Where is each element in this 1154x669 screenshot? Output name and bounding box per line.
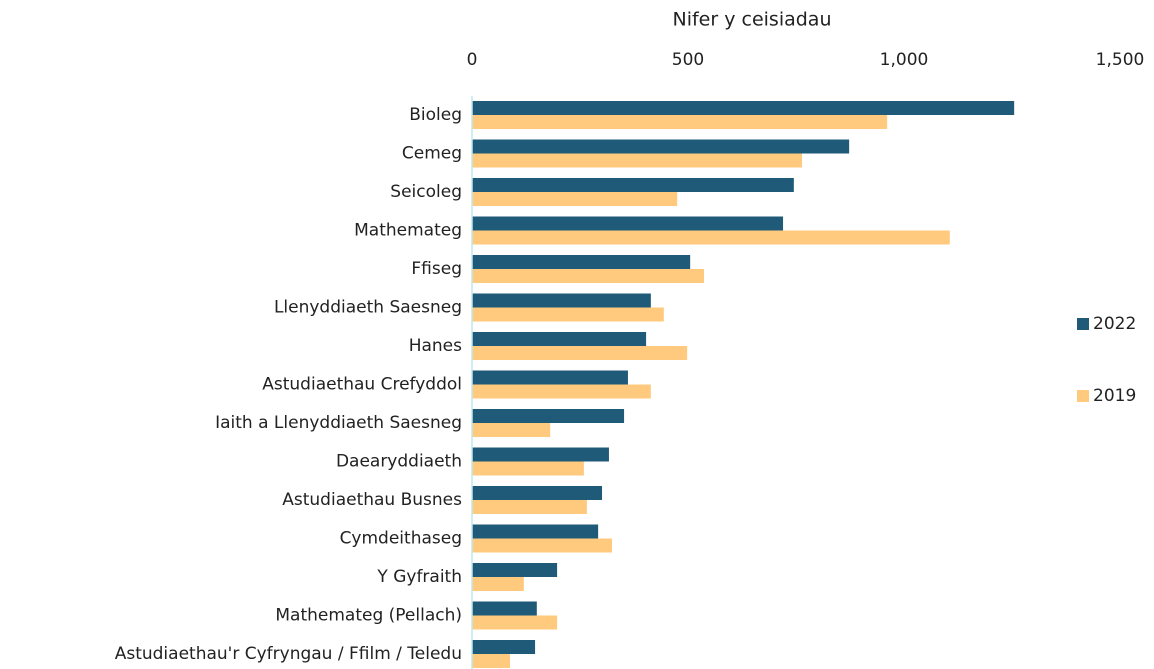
bar [472, 307, 664, 322]
bar [472, 601, 537, 616]
axis-title: Nifer y ceisiadau [673, 9, 832, 31]
y-tick-label: Hanes [409, 336, 462, 356]
y-tick-label: Bioleg [409, 105, 462, 125]
y-tick-label: Mathemateg [354, 221, 462, 241]
bar [472, 346, 688, 360]
legend-swatch [1077, 390, 1089, 402]
bar [472, 486, 603, 500]
bar [472, 178, 794, 192]
legend-swatch [1077, 318, 1089, 330]
y-tick-label: Llenyddiaeth Saesneg [274, 298, 462, 318]
bar [472, 524, 599, 539]
bar [472, 577, 524, 591]
bar [472, 332, 647, 346]
bar [472, 192, 678, 206]
bar [472, 153, 803, 168]
y-tick-label: Astudiaethau Busnes [282, 490, 462, 510]
bar [472, 384, 651, 399]
bar [472, 654, 511, 668]
y-tick-label: Y Gyfraith [376, 567, 462, 587]
bar [472, 640, 536, 654]
bar [472, 500, 587, 514]
x-tick-label: 1,500 [1096, 50, 1145, 70]
bar [472, 461, 584, 476]
bar [472, 115, 888, 129]
bar [472, 447, 609, 462]
bar [472, 538, 612, 553]
bar [472, 230, 950, 245]
y-tick-label: Daearyddiaeth [336, 452, 462, 472]
bar [472, 563, 558, 577]
y-tick-label: Iaith a Llenyddiaeth Saesneg [215, 413, 462, 433]
bar [472, 615, 558, 630]
x-tick-label: 0 [467, 50, 478, 70]
x-tick-label: 500 [672, 50, 704, 70]
legend-label: 2022 [1093, 314, 1136, 334]
y-tick-label: Cemeg [402, 144, 462, 164]
x-tick-label: 1,000 [880, 50, 929, 70]
bar [472, 293, 651, 308]
y-tick-label: Cymdeithaseg [340, 529, 462, 549]
bar [472, 101, 1015, 115]
y-tick-label: Astudiaethau'r Cyfryngau / Ffilm / Teled… [115, 644, 462, 664]
legend-label: 2019 [1093, 386, 1136, 406]
bar [472, 423, 551, 437]
y-tick-label: Astudiaethau Crefyddol [262, 375, 462, 395]
bar [472, 216, 784, 231]
bar [472, 139, 850, 154]
y-tick-label: Seicoleg [390, 182, 462, 202]
y-tick-label: Ffiseg [411, 259, 462, 279]
bar [472, 409, 625, 423]
bar [472, 370, 628, 385]
bar [472, 269, 704, 283]
y-tick-label: Mathemateg (Pellach) [275, 606, 462, 626]
bar [472, 255, 691, 269]
